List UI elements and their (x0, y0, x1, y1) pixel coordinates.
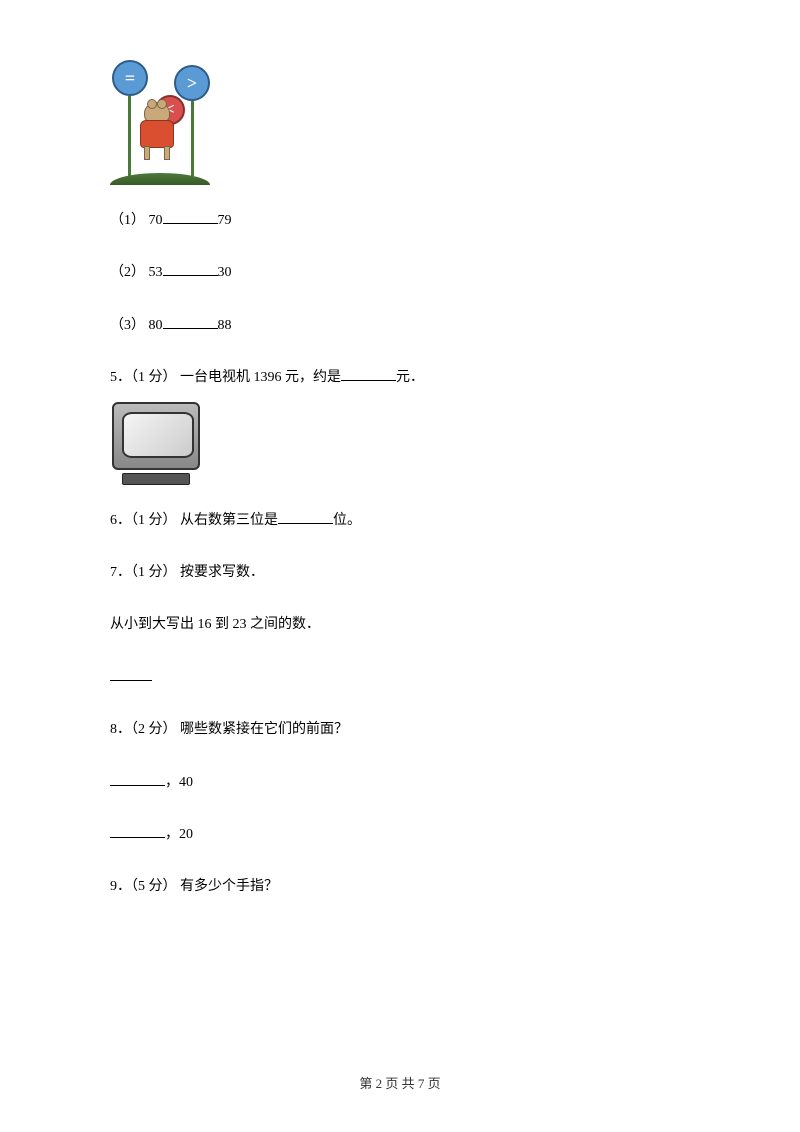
question-9: 9．（5 分） 有多少个手指？ (110, 876, 690, 898)
compare-right: 30 (218, 265, 232, 280)
compare-left: 80 (149, 318, 163, 333)
mouse-ear (157, 99, 167, 109)
question-text-after: 元． (396, 370, 424, 385)
blank-input[interactable] (163, 315, 218, 329)
greater-than-sign-icon: > (174, 65, 210, 101)
question-8-line2: ，20 (110, 824, 690, 846)
question-text: 一台电视机 1396 元，约是 (177, 370, 342, 385)
q4-sub2: （2） 53 30 (110, 262, 690, 284)
question-points: （2 分） (131, 722, 177, 737)
question-points: （1 分） (131, 370, 177, 385)
compare-left: 70 (149, 213, 163, 228)
question-8-line1: ，40 (110, 772, 690, 794)
question-text-after: 位。 (333, 513, 361, 528)
question-text: 按要求写数． (177, 565, 265, 580)
equals-sign-icon: = (112, 60, 148, 96)
q4-sub1: （1） 70 79 (110, 210, 690, 232)
mouse-ear (147, 99, 157, 109)
question-points: （5 分） (131, 879, 177, 894)
mouse-shirt (140, 120, 174, 148)
mouse-leg (144, 146, 150, 160)
mouse-signs-illustration: = > < (110, 60, 210, 185)
blank-input[interactable] (163, 210, 218, 224)
question-text: 有多少个手指？ (177, 879, 279, 894)
compare-left: 53 (149, 265, 163, 280)
question-7-subtext: 从小到大写出 16 到 23 之间的数． (110, 614, 690, 636)
question-5: 5．（1 分） 一台电视机 1396 元，约是 元． (110, 367, 690, 389)
mouse-character (138, 102, 176, 157)
tv-illustration (110, 400, 205, 485)
compare-right: 79 (218, 213, 232, 228)
sub-label: （3） (110, 318, 145, 333)
question-number: 9． (110, 879, 131, 894)
blank-input[interactable] (278, 510, 333, 524)
question-points: （1 分） (131, 513, 177, 528)
question-8: 8．（2 分） 哪些数紧接在它们的前面？ (110, 719, 690, 741)
after-text: ，40 (165, 775, 193, 790)
question-text: 从右数第三位是 (177, 513, 279, 528)
blank-input[interactable] (341, 367, 396, 381)
sub-label: （1） (110, 213, 145, 228)
page-footer: 第 2 页 共 7 页 (0, 1073, 800, 1092)
blank-input[interactable] (110, 824, 165, 838)
tv-screen (122, 412, 194, 458)
compare-right: 88 (218, 318, 232, 333)
question-7-answer-blank (110, 667, 690, 689)
question-number: 7． (110, 565, 131, 580)
after-text: ，20 (165, 827, 193, 842)
question-number: 5． (110, 370, 131, 385)
tv-base (122, 473, 190, 485)
pole-right (191, 100, 194, 176)
question-points: （1 分） (131, 565, 177, 580)
sub-label: （2） (110, 265, 145, 280)
question-6: 6．（1 分） 从右数第三位是 位。 (110, 510, 690, 532)
grass (110, 173, 210, 185)
blank-input[interactable] (110, 772, 165, 786)
q4-sub3: （3） 80 88 (110, 315, 690, 337)
question-number: 8． (110, 722, 131, 737)
question-text: 哪些数紧接在它们的前面？ (177, 722, 349, 737)
mouse-leg (164, 146, 170, 160)
pole-left (128, 96, 131, 176)
blank-input[interactable] (163, 262, 218, 276)
question-number: 6． (110, 513, 131, 528)
blank-input[interactable] (110, 667, 152, 681)
tv-body (112, 402, 200, 470)
question-7: 7．（1 分） 按要求写数． (110, 562, 690, 584)
